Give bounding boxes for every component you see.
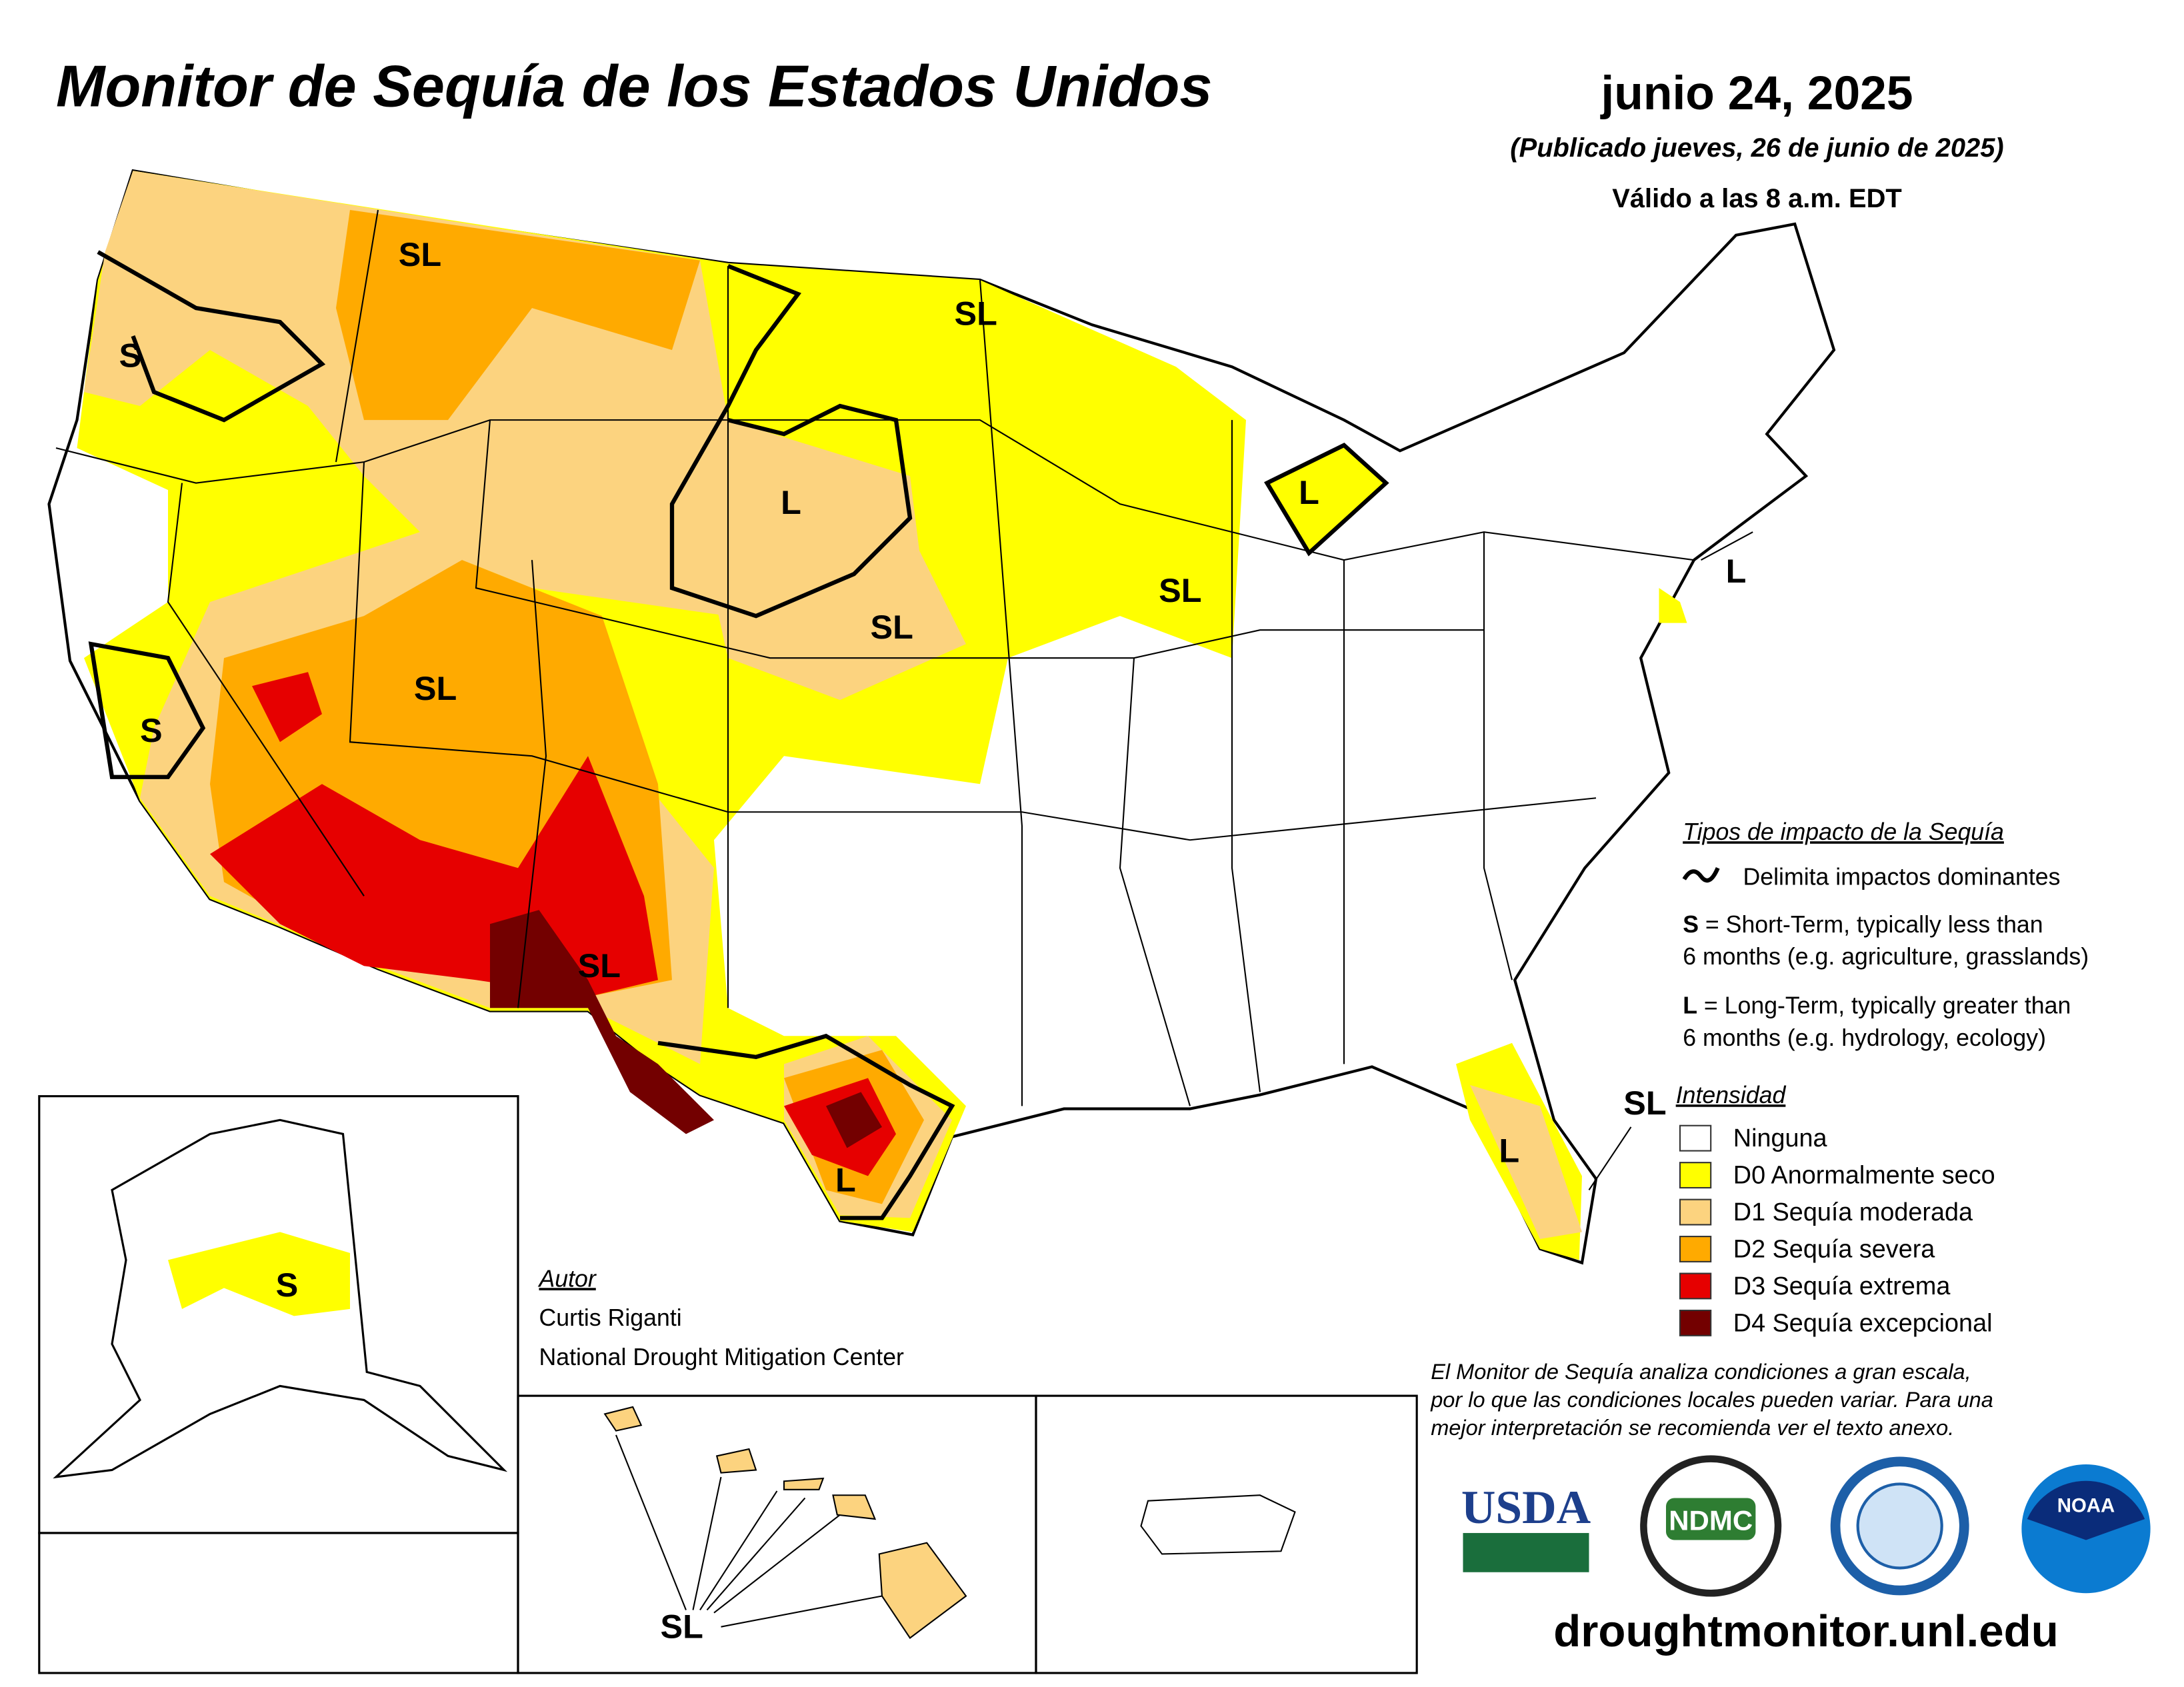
legend-swatch — [1679, 1272, 1712, 1300]
impact-line — [657, 1033, 955, 1220]
delimiter-text: Delimita impactos dominantes — [1743, 863, 2061, 890]
noaa-logo: NOAA — [2057, 1494, 2115, 1516]
impact-label: SL — [955, 294, 997, 332]
impact-label: SL — [578, 946, 621, 984]
puerto-rico-frame — [1035, 1394, 1418, 1674]
pointer-line — [692, 1476, 722, 1610]
title: Monitor de Sequía de los Estados Unidos — [56, 53, 1212, 119]
d0-area — [168, 1232, 350, 1316]
disclaimer: El Monitor de Sequía analiza condiciones… — [1430, 1360, 1993, 1440]
impact-label: SL — [1623, 1084, 1666, 1122]
impact-label: S — [119, 336, 141, 374]
impact-label: L — [1499, 1131, 1519, 1169]
pointer-line — [706, 1497, 806, 1611]
website-url: droughtmonitor.unl.edu — [1553, 1606, 2059, 1656]
conus-map — [47, 169, 1836, 1265]
impact-label: L — [781, 483, 801, 521]
impact-label: L — [1299, 473, 1319, 511]
legend-label: Ninguna — [1733, 1124, 1828, 1152]
state-borders — [55, 209, 1695, 1106]
author-title: Autor — [538, 1265, 597, 1292]
ndmc-box — [1666, 1498, 1756, 1540]
pointer-line — [721, 1595, 883, 1628]
impact-label: SL — [871, 608, 913, 646]
legend-label: D4 Sequía excepcional — [1733, 1309, 1993, 1337]
pointer-line — [699, 1490, 778, 1611]
logos: USDA NDMC NOAA — [1461, 1455, 2151, 1597]
impact-line — [88, 641, 206, 779]
short-key: S — [1683, 911, 1699, 938]
d4-area — [490, 910, 882, 1148]
hawaii-pointers — [615, 531, 1753, 1628]
inset-frames — [38, 1095, 1418, 1674]
pointer-line — [1588, 1126, 1632, 1190]
legend-label: D0 Anormalmente seco — [1733, 1162, 1995, 1190]
impact-label: SL — [661, 1607, 703, 1645]
date: junio 24, 2025 — [1599, 67, 1913, 120]
noaa-top — [2027, 1480, 2145, 1540]
legend-swatch — [1679, 1124, 1712, 1152]
legend-label: D3 Sequía extrema — [1733, 1272, 1951, 1300]
impact-label: L — [1726, 552, 1747, 590]
intensity-legend-title: Intensidad — [1676, 1082, 1787, 1108]
impact-label: S — [140, 711, 163, 749]
disclaimer-line: El Monitor de Sequía analiza condiciones… — [1431, 1360, 1971, 1384]
short-term-line2: 6 months (e.g. agriculture, grasslands) — [1683, 943, 2089, 970]
valid-time: Válido a las 8 a.m. EDT — [1612, 184, 1902, 213]
short-term-line: S = Short-Term, typically less than — [1683, 911, 2043, 938]
d3-area — [210, 672, 896, 1176]
impact-line — [669, 264, 913, 619]
pointer-line — [1701, 531, 1753, 561]
impact-delimiters — [88, 250, 1389, 1220]
legend-swatch — [1679, 1309, 1712, 1336]
usda-logo: USDA — [1461, 1481, 1591, 1534]
state-border — [55, 209, 1695, 1106]
legend-swatch — [1679, 1236, 1712, 1262]
author-name: Curtis Riganti — [539, 1304, 682, 1331]
impact-label: SL — [414, 669, 457, 707]
disclaimer-line: mejor interpretación se recomienda ver e… — [1431, 1416, 1954, 1440]
ndmc-logo: NDMC — [1669, 1505, 1753, 1536]
pointer-line — [615, 1434, 687, 1610]
impact-legend-title: Tipos de impacto de la Sequía — [1683, 819, 2004, 845]
long-term-line: L = Long-Term, typically greater than — [1683, 992, 2071, 1019]
author-org: National Drought Mitigation Center — [539, 1344, 905, 1370]
long-key: L — [1683, 992, 1697, 1019]
impact-line — [1264, 443, 1389, 557]
impact-label: SL — [399, 235, 441, 273]
hawaii-islands — [603, 1406, 967, 1639]
disclaimer-line: por lo que las condiciones locales puede… — [1430, 1388, 1993, 1412]
puerto-rico — [1140, 1494, 1296, 1555]
long-text: = Long-Term, typically greater than — [1697, 992, 2071, 1019]
delimiter-symbol — [1682, 866, 1720, 883]
intensity-legend: Ninguna D0 Anormalmente seco D1 Sequía mod… — [1679, 1124, 1995, 1337]
impact-label: S — [276, 1266, 299, 1304]
impact-label: L — [835, 1160, 856, 1198]
legend-swatch — [1679, 1198, 1712, 1226]
impact-line — [97, 250, 326, 423]
long-term-line2: 6 months (e.g. hydrology, ecology) — [1683, 1024, 2046, 1051]
short-text: = Short-Term, typically less than — [1699, 911, 2043, 938]
impact-label: SL — [1159, 571, 1201, 609]
published: (Publicado jueves, 26 de junio de 2025) — [1510, 133, 2003, 163]
doc-seal-inner — [1856, 1482, 1943, 1570]
legend-swatch — [1679, 1162, 1712, 1189]
legend-label: D2 Sequía severa — [1733, 1236, 1936, 1264]
pointer-line — [713, 1514, 841, 1614]
usda-band — [1463, 1532, 1589, 1572]
legend-label: D1 Sequía moderada — [1733, 1198, 1973, 1226]
